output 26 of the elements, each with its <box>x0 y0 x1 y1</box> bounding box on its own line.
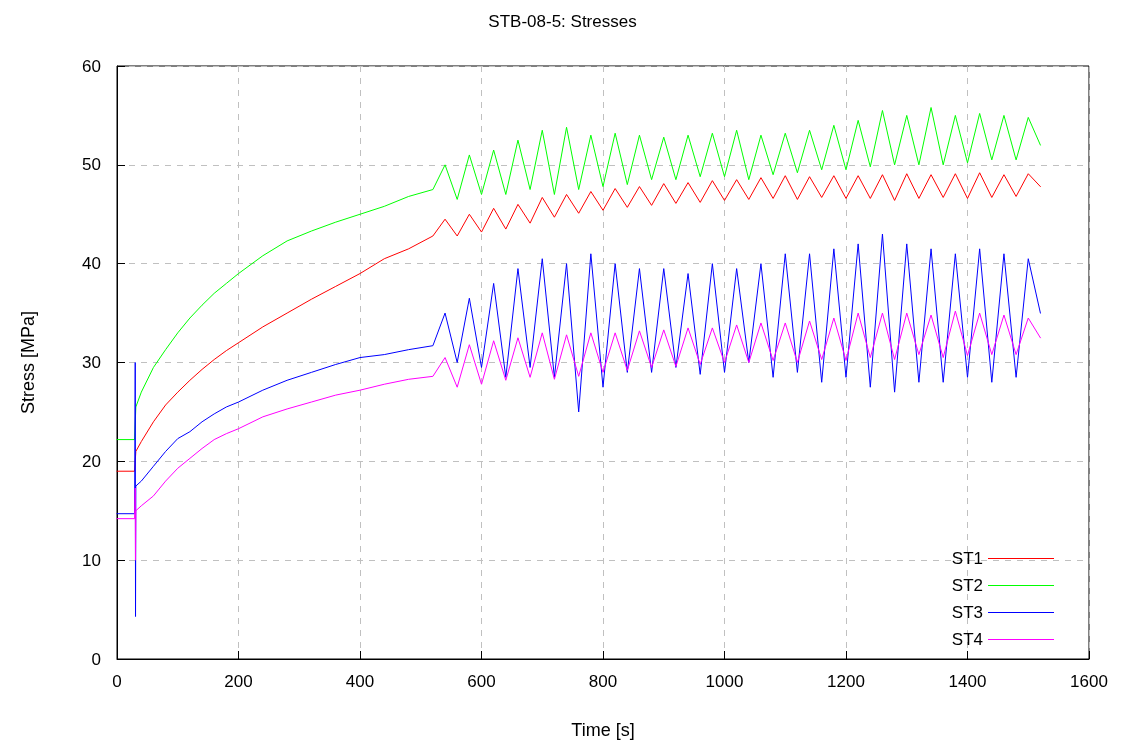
x-tick-label: 0 <box>112 672 122 691</box>
x-tick-label: 1600 <box>1070 672 1108 691</box>
x-tick-label: 800 <box>588 672 618 691</box>
legend-label: ST4 <box>951 630 983 649</box>
line-series <box>116 172 1041 472</box>
line-series <box>116 233 1041 617</box>
line-series <box>116 107 1041 441</box>
y-tick-label: 60 <box>82 56 101 76</box>
legend-label: ST1 <box>951 549 983 568</box>
y-tick-label: 0 <box>91 649 101 669</box>
chart-title: STB-08-5: Stresses <box>488 12 637 31</box>
y-tick-label: 50 <box>82 155 101 175</box>
legend-label: ST2 <box>951 576 983 595</box>
x-tick-label: 200 <box>224 672 253 691</box>
x-tick-label: 1400 <box>948 672 987 691</box>
y-axis-title: Stress [MPa] <box>18 310 38 415</box>
x-axis-title: Time [s] <box>571 720 635 740</box>
y-tick-label: 30 <box>82 353 101 372</box>
x-tick-label: 600 <box>467 672 496 691</box>
x-tick-label: 1000 <box>705 672 744 691</box>
y-tick-label: 10 <box>82 550 101 570</box>
y-tick-label: 20 <box>82 451 101 471</box>
x-tick-label: 1200 <box>827 672 865 691</box>
legend-label: ST3 <box>951 603 983 622</box>
y-tick-label: 40 <box>82 254 101 274</box>
x-tick-label: 400 <box>345 672 375 691</box>
